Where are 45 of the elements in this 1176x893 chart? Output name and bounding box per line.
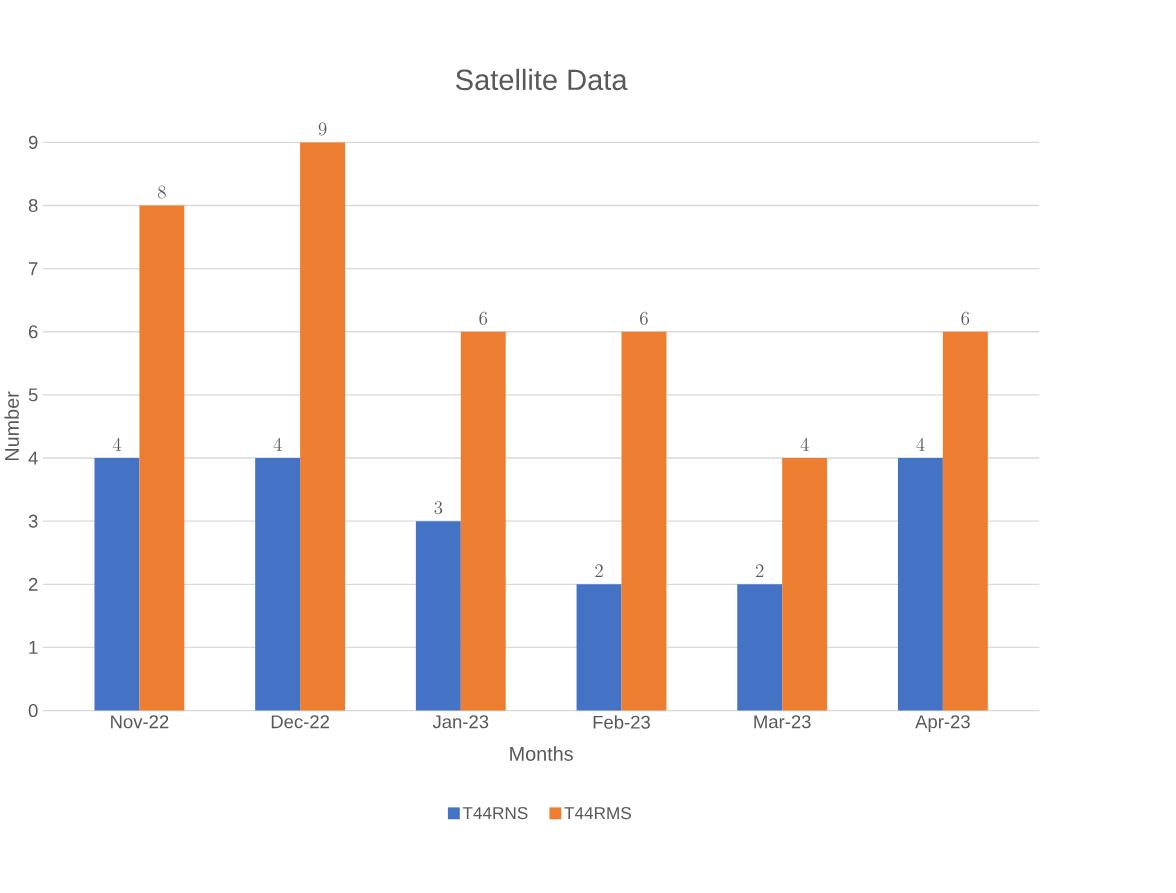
bar bbox=[255, 458, 301, 711]
bar bbox=[139, 205, 185, 711]
x-tick-label: Dec-22 bbox=[271, 715, 329, 729]
bar bbox=[300, 142, 346, 711]
data-label: 2 bbox=[755, 564, 764, 578]
data-label: 4 bbox=[916, 437, 925, 451]
data-label: 8 bbox=[158, 185, 166, 199]
legend-label: T44RMS bbox=[564, 807, 631, 820]
data-label: 4 bbox=[112, 437, 122, 451]
chart-title: Satellite Data bbox=[456, 68, 628, 91]
x-tick-label: Jan-23 bbox=[432, 715, 489, 729]
y-tick-label: 3 bbox=[28, 514, 38, 528]
bar bbox=[460, 331, 506, 711]
x-tick-label: Feb-23 bbox=[593, 715, 650, 729]
y-tick-label: 1 bbox=[29, 641, 38, 654]
x-tick-label: Mar-23 bbox=[754, 715, 811, 729]
bar bbox=[576, 584, 622, 711]
bar bbox=[415, 521, 461, 711]
bar bbox=[94, 458, 140, 711]
data-label: 9 bbox=[318, 122, 327, 136]
bar bbox=[942, 331, 988, 711]
y-axis-title: Number bbox=[4, 391, 19, 461]
legend-label: T44RNS bbox=[462, 807, 528, 820]
x-tick-label: Apr-23 bbox=[915, 715, 970, 733]
data-label: 3 bbox=[434, 501, 443, 515]
y-tick-label: 6 bbox=[28, 325, 38, 339]
data-label: 4 bbox=[273, 437, 282, 451]
y-tick-label: 0 bbox=[28, 704, 38, 718]
data-label: 6 bbox=[479, 311, 488, 325]
bar bbox=[621, 331, 667, 711]
data-label: 2 bbox=[595, 564, 603, 578]
y-tick-label: 4 bbox=[28, 451, 38, 465]
y-tick-label: 7 bbox=[28, 262, 38, 276]
data-label: 4 bbox=[800, 437, 809, 451]
bar bbox=[782, 458, 828, 711]
bar bbox=[737, 584, 783, 711]
y-tick-label: 9 bbox=[28, 135, 38, 149]
data-label: 6 bbox=[961, 311, 970, 325]
x-axis-title: Months bbox=[510, 746, 573, 761]
data-label: 6 bbox=[640, 311, 648, 325]
x-tick-label: Nov-22 bbox=[111, 715, 169, 729]
y-tick-label: 5 bbox=[28, 388, 38, 402]
bar bbox=[897, 458, 943, 711]
y-tick-label: 2 bbox=[28, 577, 38, 591]
y-tick-label: 8 bbox=[28, 199, 38, 213]
